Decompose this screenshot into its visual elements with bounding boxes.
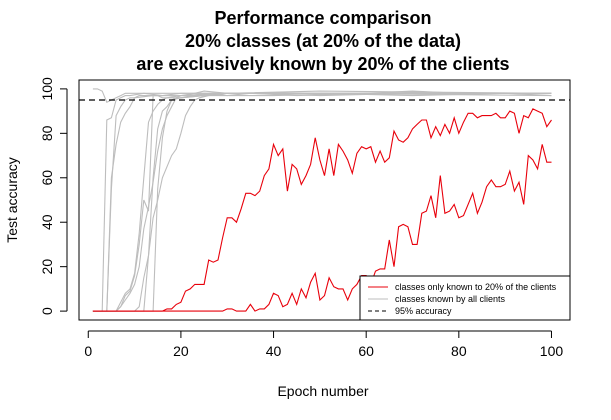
series-line-exclusive-20pct-11 bbox=[92, 108, 552, 312]
y-tick-label: 0 bbox=[39, 307, 55, 315]
legend-label-1: classes only known to 20% of the clients bbox=[395, 282, 557, 292]
y-tick-label: 80 bbox=[39, 125, 55, 141]
x-tick-label: 20 bbox=[173, 343, 189, 359]
x-tick-label: 40 bbox=[266, 343, 282, 359]
legend-label-2: classes known by all clients bbox=[395, 294, 506, 304]
x-axis-label: Epoch number bbox=[277, 383, 368, 399]
series-line-known-by-all-1 bbox=[92, 88, 552, 103]
chart-title-line-1: Performance comparison bbox=[214, 8, 431, 28]
x-tick-label: 80 bbox=[451, 343, 467, 359]
x-tick-label: 0 bbox=[84, 343, 92, 359]
legend: classes only known to 20% of the clients… bbox=[359, 275, 571, 321]
y-tick-label: 100 bbox=[39, 77, 55, 101]
series-layer bbox=[92, 88, 552, 312]
x-tick-label: 100 bbox=[540, 343, 564, 359]
legend-label-3: 95% accuracy bbox=[395, 306, 452, 316]
y-tick-label: 40 bbox=[39, 214, 55, 230]
y-tick-label: 20 bbox=[39, 259, 55, 275]
legend-box bbox=[359, 275, 571, 321]
x-axis: 0 20 40 60 80 100 bbox=[84, 330, 564, 359]
chart-title-line-3: are exclusively known by 20% of the clie… bbox=[136, 54, 509, 74]
series-line-known-by-all-7 bbox=[92, 90, 552, 312]
plot-frame bbox=[78, 79, 571, 321]
y-tick-label: 60 bbox=[39, 170, 55, 186]
y-axis-label: Test accuracy bbox=[4, 157, 20, 243]
y-axis: 0 20 40 60 80 100 bbox=[39, 77, 68, 315]
x-tick-label: 60 bbox=[358, 343, 374, 359]
chart-title-line-2: 20% classes (at 20% of the data) bbox=[185, 31, 461, 51]
